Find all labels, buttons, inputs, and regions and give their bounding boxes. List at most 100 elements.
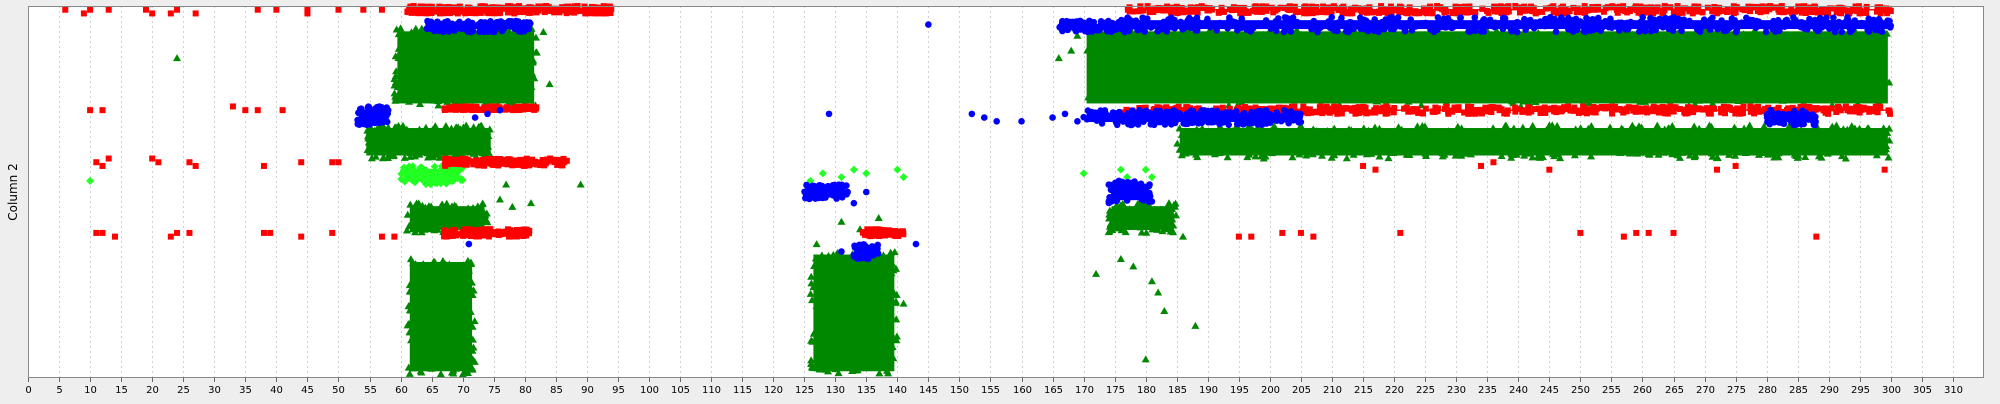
data-point (1279, 230, 1285, 236)
data-point (1236, 234, 1242, 240)
data-point (1542, 16, 1549, 23)
data-point (1875, 27, 1882, 34)
data-point (1221, 9, 1227, 15)
data-point (1486, 10, 1492, 16)
data-point (1492, 20, 1499, 27)
data-point (463, 26, 470, 33)
data-point (1192, 27, 1199, 34)
data-point (1326, 107, 1332, 113)
data-point (1833, 22, 1840, 29)
data-point (1888, 8, 1894, 14)
data-point (476, 29, 483, 36)
data-point (414, 10, 420, 16)
data-point (1669, 105, 1675, 111)
data-point (1671, 230, 1677, 236)
data-point (1683, 111, 1689, 117)
data-point (511, 158, 517, 164)
data-point (149, 10, 155, 16)
data-point (1179, 26, 1186, 33)
data-point (522, 163, 528, 169)
data-point (1321, 106, 1327, 112)
data-point (1718, 108, 1724, 114)
data-point (1159, 7, 1165, 13)
data-point (186, 230, 192, 236)
data-point (1334, 28, 1341, 35)
data-point (273, 7, 279, 13)
data-point (1435, 14, 1442, 21)
data-point (1561, 104, 1567, 110)
data-point (1864, 27, 1871, 34)
data-point (1387, 14, 1394, 21)
data-point (1570, 18, 1577, 25)
data-point (1577, 9, 1583, 15)
data-point (539, 4, 545, 10)
point-cluster (404, 255, 479, 377)
data-point (1635, 105, 1641, 111)
data-point (1269, 5, 1275, 11)
data-point (1553, 28, 1560, 35)
data-point (1410, 106, 1416, 112)
data-point (335, 7, 341, 13)
data-point (496, 23, 503, 30)
data-point (591, 10, 597, 16)
data-point (1180, 9, 1186, 15)
data-point (1672, 8, 1678, 14)
data-point (1371, 16, 1378, 23)
data-point (451, 27, 458, 34)
data-point (553, 7, 559, 13)
data-point (1707, 17, 1714, 24)
data-point (1275, 15, 1282, 22)
data-point (440, 29, 447, 36)
data-point (1836, 5, 1842, 11)
data-point (335, 159, 341, 165)
data-point (1619, 107, 1625, 113)
data-point (1588, 27, 1595, 34)
data-point (1310, 234, 1316, 240)
data-point (1576, 110, 1582, 116)
data-point (1658, 16, 1665, 23)
data-point (1522, 26, 1529, 33)
data-point (1402, 28, 1409, 35)
data-point (1769, 26, 1776, 33)
data-point (1407, 4, 1413, 10)
data-point (605, 10, 611, 16)
data-point (1642, 28, 1649, 35)
data-point (1531, 106, 1537, 112)
data-point (357, 117, 364, 124)
data-point (1233, 21, 1240, 28)
data-point (1237, 10, 1243, 16)
data-point (1661, 7, 1667, 13)
data-point (1360, 163, 1366, 169)
data-point (112, 234, 118, 240)
data-point (1719, 8, 1725, 14)
data-point (459, 8, 465, 14)
data-point (1505, 107, 1511, 113)
data-point (1648, 4, 1654, 10)
data-point (1709, 8, 1715, 14)
data-point (1412, 10, 1418, 16)
data-point (461, 226, 467, 232)
point-cluster (442, 103, 540, 113)
data-point (1432, 109, 1438, 115)
data-point (255, 7, 261, 13)
data-point (1757, 9, 1763, 15)
data-point (1611, 105, 1617, 111)
data-point (1582, 22, 1589, 29)
point-cluster (441, 226, 532, 239)
data-point (509, 234, 515, 240)
data-point (379, 234, 385, 240)
data-point (1525, 104, 1531, 110)
data-point (460, 233, 466, 239)
data-point (1360, 18, 1367, 25)
data-point (1224, 25, 1231, 32)
data-point (1075, 20, 1082, 27)
data-point (518, 9, 524, 15)
data-point (391, 234, 397, 240)
data-point (1865, 15, 1872, 22)
data-point (1285, 15, 1292, 22)
data-point (432, 23, 439, 30)
data-point (1281, 29, 1288, 36)
data-point (1150, 9, 1156, 15)
data-point (1275, 21, 1282, 28)
